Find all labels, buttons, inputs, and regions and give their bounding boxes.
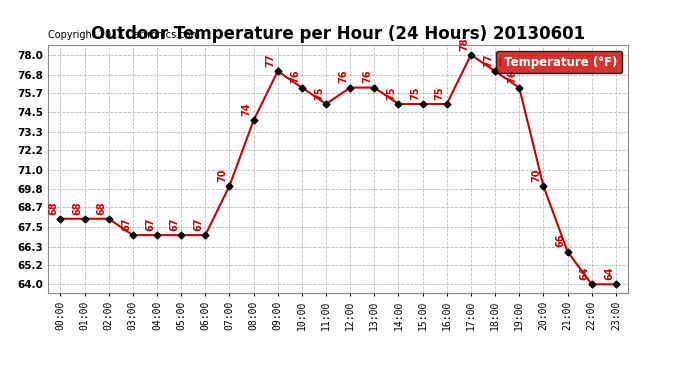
Text: 66: 66 [555,234,566,248]
Text: 77: 77 [266,54,276,67]
Text: 70: 70 [531,168,542,182]
Text: 76: 76 [338,70,348,84]
Text: 77: 77 [483,54,493,67]
Text: 68: 68 [72,201,83,214]
Text: 75: 75 [411,86,421,100]
Text: 75: 75 [386,86,397,100]
Text: 64: 64 [604,267,614,280]
Text: 64: 64 [580,267,590,280]
Text: 78: 78 [459,37,469,51]
Legend: Temperature (°F): Temperature (°F) [495,51,622,74]
Text: 75: 75 [314,86,324,100]
Text: Copyright 2013 Cartronics.com: Copyright 2013 Cartronics.com [48,30,200,40]
Text: 67: 67 [169,217,179,231]
Text: 68: 68 [48,201,59,214]
Text: 74: 74 [241,103,252,116]
Text: 76: 76 [362,70,373,84]
Text: 76: 76 [507,70,518,84]
Text: 70: 70 [217,168,228,182]
Text: 67: 67 [121,217,131,231]
Text: 76: 76 [290,70,300,84]
Text: 75: 75 [435,86,445,100]
Text: 67: 67 [193,217,204,231]
Text: 67: 67 [145,217,155,231]
Title: Outdoor Temperature per Hour (24 Hours) 20130601: Outdoor Temperature per Hour (24 Hours) … [91,26,585,44]
Text: 68: 68 [97,201,107,214]
